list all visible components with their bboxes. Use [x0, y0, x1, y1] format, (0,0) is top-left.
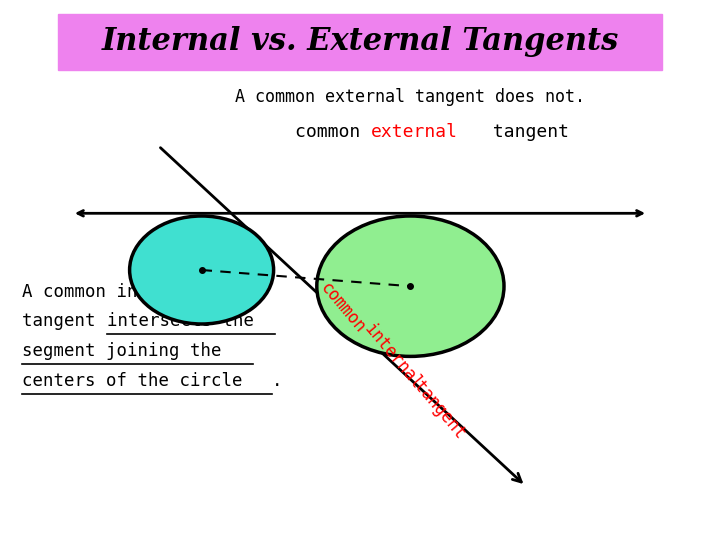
Text: tangent: tangent [22, 312, 106, 330]
Text: segment joining the: segment joining the [22, 342, 221, 360]
Text: tangent: tangent [410, 378, 469, 443]
Text: intersects the: intersects the [107, 312, 253, 330]
Text: internal: internal [360, 320, 426, 393]
Text: Internal vs. External Tangents: Internal vs. External Tangents [102, 25, 618, 57]
Circle shape [130, 216, 274, 324]
Text: .: . [272, 372, 283, 390]
Text: tangent: tangent [482, 123, 570, 141]
Text: common: common [294, 123, 371, 141]
Text: A common internal: A common internal [22, 282, 200, 301]
Text: common: common [317, 279, 369, 336]
FancyBboxPatch shape [58, 14, 662, 70]
Circle shape [317, 216, 504, 356]
Text: centers of the circle: centers of the circle [22, 372, 242, 390]
Text: A common external tangent does not.: A common external tangent does not. [235, 88, 585, 106]
Text: external: external [371, 123, 458, 141]
